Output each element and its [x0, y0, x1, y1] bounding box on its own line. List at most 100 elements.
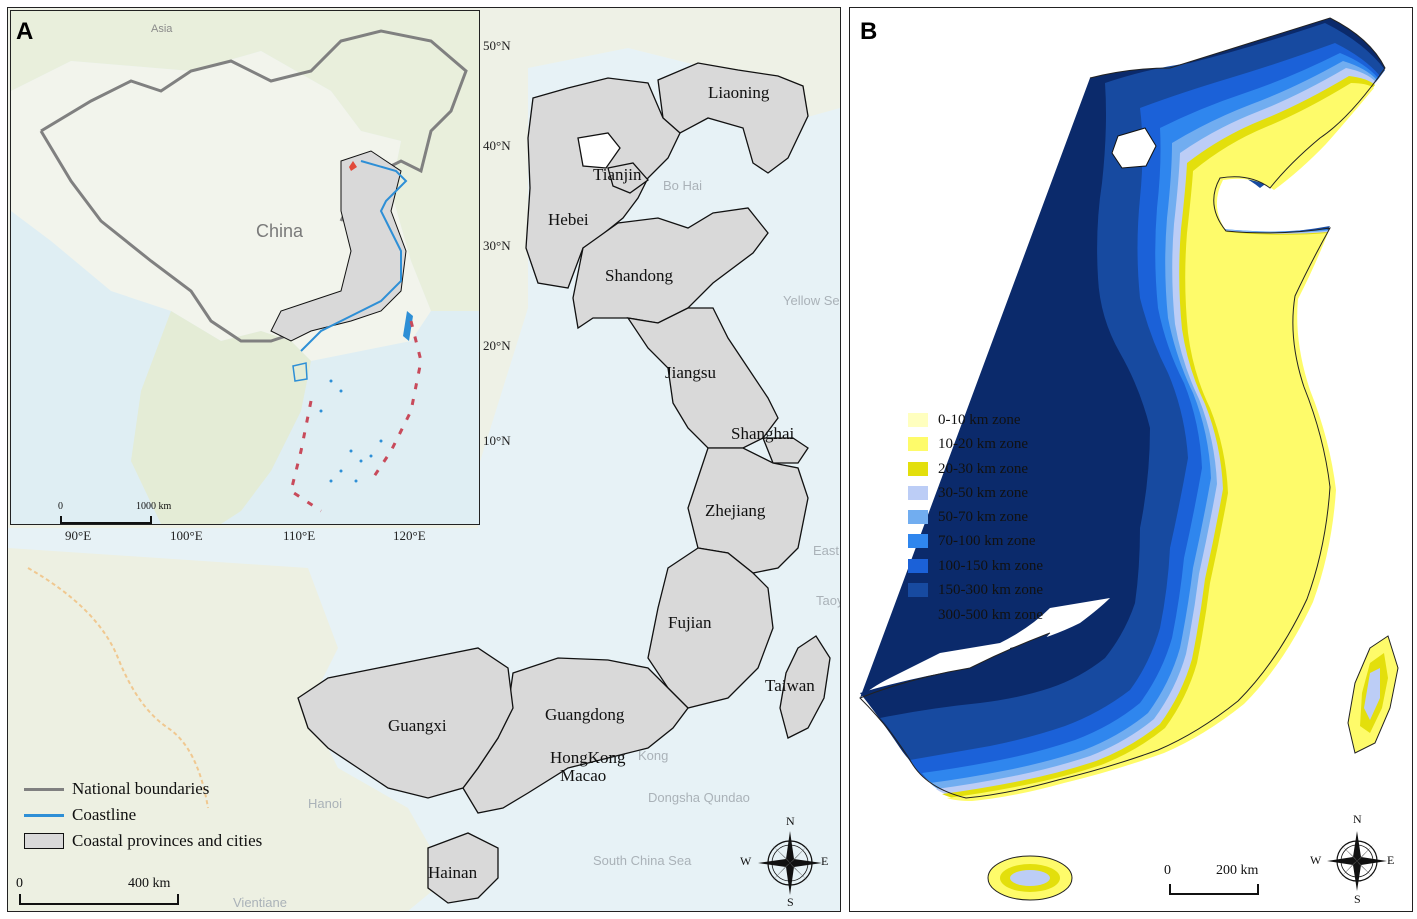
zone-swatch-8	[908, 608, 928, 622]
lon-tick-120: 120°E	[393, 528, 426, 543]
zone-item-5: 70-100 km zone	[908, 531, 1035, 551]
coastal-provinces	[297, 62, 831, 904]
sea-label-yellow: Yellow Se	[783, 293, 840, 308]
label-zhejiang: Zhejiang	[705, 501, 766, 520]
zone-swatch-0	[908, 413, 928, 427]
sea-label-kong: Kong	[638, 748, 669, 763]
zone-label-6: 100-150 km zone	[938, 557, 1043, 574]
compass-b-w: W	[1310, 853, 1322, 867]
zone-label-5: 70-100 km zone	[938, 532, 1036, 549]
sea-label-vientiane: Vientiane	[233, 895, 287, 910]
compass-b-e: E	[1387, 853, 1395, 867]
label-guangdong: Guangdong	[545, 705, 625, 724]
scale-a-dist: 400 km	[128, 876, 171, 891]
province-beijing-tianjin	[577, 132, 621, 169]
province-shandong	[572, 207, 769, 330]
label-fujian: Fujian	[668, 613, 712, 632]
scale-a-zero: 0	[16, 876, 23, 891]
province-hainan	[427, 832, 499, 904]
inset-scale-zero: 0	[58, 501, 63, 512]
legend-label-provinces: Coastal provinces and cities	[72, 831, 263, 850]
zone-10-20	[947, 83, 1374, 801]
label-hebei: Hebei	[548, 210, 589, 229]
province-liaoning	[657, 62, 809, 174]
label-shanghai: Shanghai	[731, 424, 795, 443]
lon-tick-110: 110°E	[283, 528, 316, 543]
inset-label-asia: Asia	[151, 23, 173, 35]
label-guangxi: Guangxi	[388, 716, 447, 735]
zone-item-1: 10-20 km zone	[908, 434, 1028, 454]
lat-tick-40: 40°N	[483, 138, 511, 153]
zone-item-7: 150-300 km zone	[908, 580, 1043, 600]
zone-item-0: 0-10 km zone	[908, 410, 1020, 430]
compass-rose-icon	[1327, 831, 1387, 891]
province-box-symbol	[24, 833, 64, 849]
sea-label-dongsha: Dongsha Qundao	[648, 790, 750, 805]
province-zhejiang	[687, 447, 809, 574]
lat-tick-30: 30°N	[483, 238, 511, 253]
legend-item-provinces: Coastal provinces and cities	[24, 830, 262, 852]
province-tianjin	[607, 162, 649, 194]
lon-tick-90: 90°E	[65, 528, 92, 543]
scale-b-dist: 200 km	[1216, 863, 1259, 878]
zone-label-0: 0-10 km zone	[938, 411, 1021, 428]
province-hebei	[525, 77, 681, 289]
compass-b-s: S	[1354, 892, 1361, 906]
sea-label-hanoi: Hanoi	[308, 796, 342, 811]
sea-label-scs: South China Sea	[593, 853, 692, 868]
label-macao: Macao	[560, 766, 607, 785]
label-tianjin: Tianjin	[593, 165, 642, 184]
zone-swatch-3	[908, 486, 928, 500]
legend-item-coastline: Coastline	[24, 804, 136, 826]
zone-item-6: 100-150 km zone	[908, 556, 1043, 576]
zone-swatch-7	[908, 583, 928, 597]
compass-a-e: E	[821, 854, 829, 868]
coastline-line	[300, 160, 408, 352]
scale-bar-b	[1169, 884, 1259, 895]
beijing-hole	[1111, 127, 1157, 169]
zone-swatch-6	[908, 559, 928, 573]
compass-rose-icon	[758, 831, 822, 895]
zone-label-7: 150-300 km zone	[938, 581, 1043, 598]
sea-label-taoyuan: Taoy	[816, 593, 841, 608]
legend-item-boundaries: National boundaries	[24, 778, 209, 800]
zone-swatch-4	[908, 510, 928, 524]
label-liaoning: Liaoning	[708, 83, 770, 102]
zone-item-3: 30-50 km zone	[908, 483, 1028, 503]
lat-tick-50: 50°N	[483, 38, 511, 53]
province-taiwan	[779, 635, 831, 739]
legend-label-coastline: Coastline	[72, 805, 137, 824]
inset-label-china: China	[256, 221, 304, 241]
compass-a-n: N	[786, 814, 795, 828]
inset-map: Asia China 0 1000 km	[10, 10, 480, 525]
zone-label-1: 10-20 km zone	[938, 435, 1028, 452]
sea-label-east: East	[813, 543, 840, 558]
scale-b-zero: 0	[1164, 863, 1171, 878]
inset-scale-dist: 1000 km	[136, 501, 172, 512]
inset-map-graphic	[11, 11, 479, 524]
panel-b-map: B 0-10 km zone 10-20 km zone 20-30 km zo…	[849, 7, 1413, 912]
compass-b-n: N	[1353, 812, 1362, 826]
coastal-zone-map	[859, 17, 1399, 901]
coastline-line-symbol	[24, 813, 64, 817]
panel-a-letter: A	[16, 18, 34, 45]
zone-swatch-5	[908, 534, 928, 548]
label-hainan: Hainan	[428, 863, 478, 882]
panel-a-map: Asia China 0 1000 km 50°N 40°N 30°N 20°N…	[7, 7, 841, 912]
compass-a-w: W	[740, 854, 752, 868]
zone-swatch-2	[908, 462, 928, 476]
sea-label-bohai: Bo Hai	[663, 178, 703, 193]
zone-label-8: 300-500 km zone	[938, 606, 1043, 623]
lon-tick-100: 100°E	[170, 528, 203, 543]
province-shanghai	[762, 437, 809, 464]
province-guangxi	[297, 647, 514, 799]
province-fujian	[647, 547, 774, 709]
label-taiwan: Taiwan	[765, 676, 815, 695]
zone-label-3: 30-50 km zone	[938, 484, 1028, 501]
label-hongkong: HongKong	[550, 748, 626, 767]
zone-label-2: 20-30 km zone	[938, 460, 1028, 477]
legend-label-boundaries: National boundaries	[72, 779, 210, 798]
zone-swatch-1	[908, 437, 928, 451]
zone-item-8: 300-500 km zone	[908, 605, 1043, 625]
scale-bar-a	[19, 894, 179, 905]
